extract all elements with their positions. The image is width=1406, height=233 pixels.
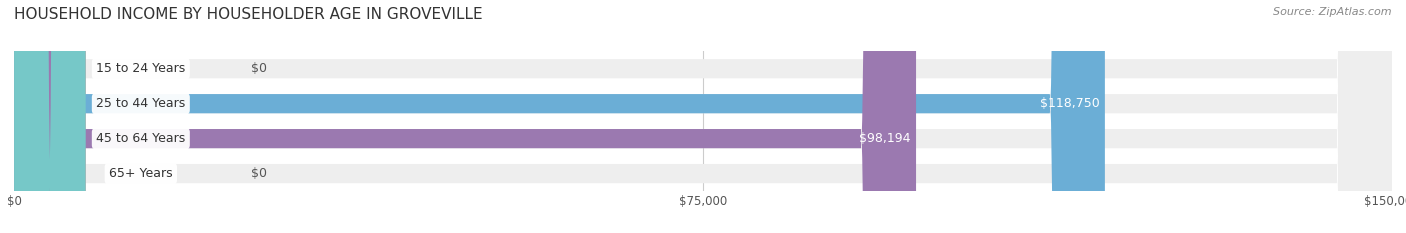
Text: 65+ Years: 65+ Years xyxy=(110,167,173,180)
Text: $98,194: $98,194 xyxy=(859,132,911,145)
FancyBboxPatch shape xyxy=(14,0,1392,233)
FancyBboxPatch shape xyxy=(14,0,917,233)
FancyBboxPatch shape xyxy=(14,0,1392,233)
FancyBboxPatch shape xyxy=(14,0,86,233)
Text: $118,750: $118,750 xyxy=(1039,97,1099,110)
Text: 15 to 24 Years: 15 to 24 Years xyxy=(96,62,186,75)
Text: Source: ZipAtlas.com: Source: ZipAtlas.com xyxy=(1274,7,1392,17)
Text: 25 to 44 Years: 25 to 44 Years xyxy=(96,97,186,110)
FancyBboxPatch shape xyxy=(14,0,86,233)
Text: $0: $0 xyxy=(252,62,267,75)
Text: 45 to 64 Years: 45 to 64 Years xyxy=(96,132,186,145)
Text: $0: $0 xyxy=(252,167,267,180)
FancyBboxPatch shape xyxy=(14,0,1105,233)
Text: HOUSEHOLD INCOME BY HOUSEHOLDER AGE IN GROVEVILLE: HOUSEHOLD INCOME BY HOUSEHOLDER AGE IN G… xyxy=(14,7,482,22)
FancyBboxPatch shape xyxy=(14,0,1392,233)
FancyBboxPatch shape xyxy=(14,0,1392,233)
